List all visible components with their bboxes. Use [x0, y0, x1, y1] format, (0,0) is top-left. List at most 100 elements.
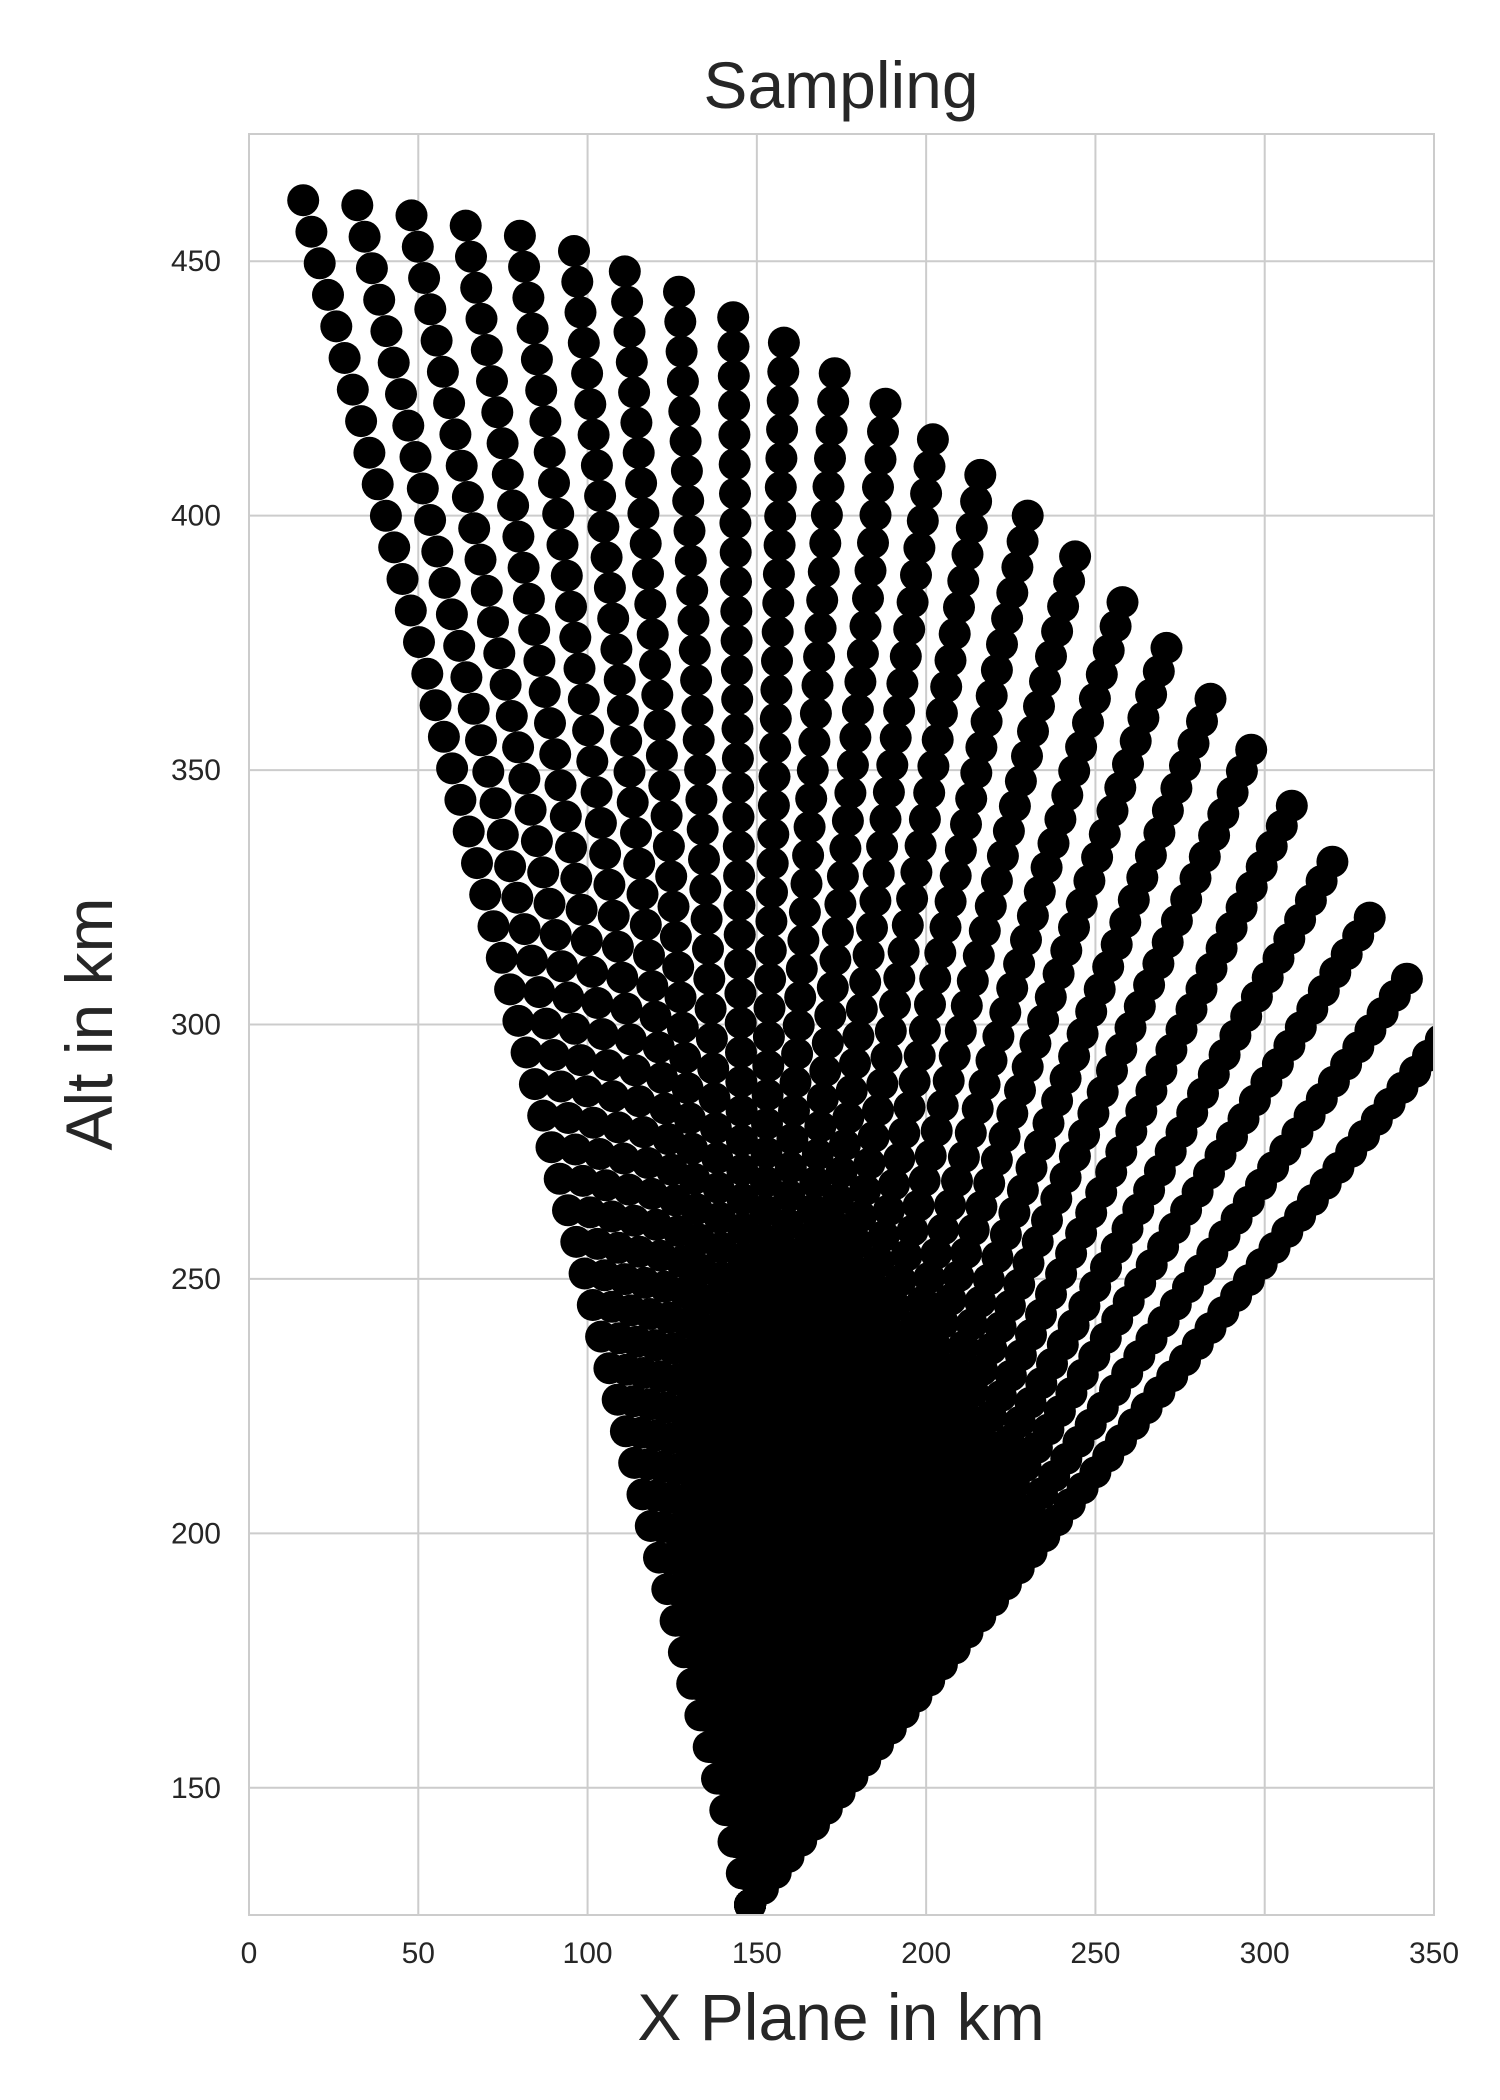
data-point — [520, 825, 553, 858]
data-point — [699, 1112, 732, 1145]
data-point — [980, 654, 1013, 686]
data-point — [996, 576, 1029, 609]
data-point — [938, 617, 971, 650]
data-point — [796, 754, 829, 787]
data-point — [336, 373, 369, 406]
data-point — [643, 709, 676, 742]
data-point — [590, 541, 623, 574]
data-point — [725, 1036, 757, 1069]
data-point — [692, 932, 724, 965]
data-point — [832, 1101, 865, 1134]
data-point — [757, 818, 790, 851]
data-point — [1011, 740, 1043, 773]
data-point — [964, 458, 997, 491]
data-point — [718, 448, 751, 481]
data-point — [859, 498, 892, 531]
data-point — [906, 1285, 939, 1318]
data-point — [664, 981, 697, 1014]
data-point — [720, 565, 752, 598]
data-point — [479, 787, 512, 820]
chart-title: Sampling — [703, 48, 978, 122]
data-point — [527, 1099, 560, 1132]
data-point — [920, 1114, 953, 1147]
data-point — [920, 1237, 953, 1270]
data-point — [501, 881, 534, 914]
data-point — [697, 1052, 730, 1085]
data-point — [625, 467, 658, 500]
data-point — [571, 357, 604, 390]
data-point — [378, 531, 411, 564]
data-point — [353, 436, 386, 469]
data-point — [788, 896, 821, 929]
data-point — [726, 1153, 759, 1186]
data-point — [538, 467, 570, 499]
data-point — [529, 405, 562, 438]
data-point — [899, 1309, 932, 1342]
data-point — [377, 346, 410, 379]
data-point — [934, 885, 967, 918]
data-point — [1016, 899, 1049, 932]
data-point — [883, 962, 916, 994]
data-point — [849, 966, 882, 999]
data-point — [719, 507, 752, 539]
data-point — [879, 721, 912, 754]
data-point — [908, 1164, 941, 1197]
data-point — [401, 230, 434, 263]
data-point — [535, 1131, 568, 1164]
data-point — [896, 882, 929, 915]
data-point — [581, 987, 614, 1019]
data-point — [690, 903, 723, 936]
data-point — [395, 199, 428, 232]
data-point — [925, 697, 958, 730]
data-point — [866, 830, 899, 863]
data-point — [908, 1014, 941, 1047]
data-point — [369, 499, 402, 532]
data-point — [587, 510, 620, 543]
data-point — [725, 1095, 758, 1127]
data-point — [688, 843, 720, 876]
data-point — [759, 731, 792, 764]
data-point — [502, 520, 535, 553]
data-point — [814, 999, 847, 1032]
data-point — [809, 1054, 842, 1087]
data-point — [623, 1085, 656, 1118]
data-point — [546, 950, 578, 983]
data-point — [586, 1018, 619, 1051]
data-point — [831, 804, 864, 837]
data-point — [1023, 875, 1056, 908]
data-point — [896, 1214, 929, 1247]
data-point — [944, 1014, 977, 1047]
data-point — [722, 830, 755, 863]
data-point — [938, 1039, 971, 1072]
data-point — [494, 850, 527, 883]
data-point — [834, 776, 867, 809]
data-point — [954, 1116, 987, 1149]
data-point — [878, 1289, 911, 1322]
data-point — [752, 1020, 785, 1053]
data-point — [929, 911, 962, 944]
data-point — [856, 911, 888, 944]
data-point — [919, 962, 952, 995]
data-point — [796, 1193, 829, 1226]
data-point — [849, 610, 882, 643]
data-point — [862, 471, 894, 504]
data-point — [864, 443, 897, 476]
data-point — [665, 335, 698, 368]
data-point — [572, 714, 605, 747]
data-point — [543, 1162, 576, 1195]
x-tick-labels: 0 50 100 150 200 250 300 350 — [241, 1937, 1459, 1970]
data-point — [495, 700, 528, 732]
data-point — [900, 856, 933, 889]
data-point — [399, 441, 432, 473]
data-point — [1053, 565, 1086, 598]
data-point — [558, 1012, 591, 1045]
data-point — [486, 818, 519, 851]
data-point — [680, 664, 713, 697]
data-point — [452, 815, 485, 848]
data-point — [419, 689, 452, 722]
data-point — [616, 786, 649, 819]
data-point — [565, 893, 598, 926]
data-point — [646, 1061, 679, 1094]
data-point — [874, 1015, 907, 1047]
data-point — [758, 760, 791, 793]
